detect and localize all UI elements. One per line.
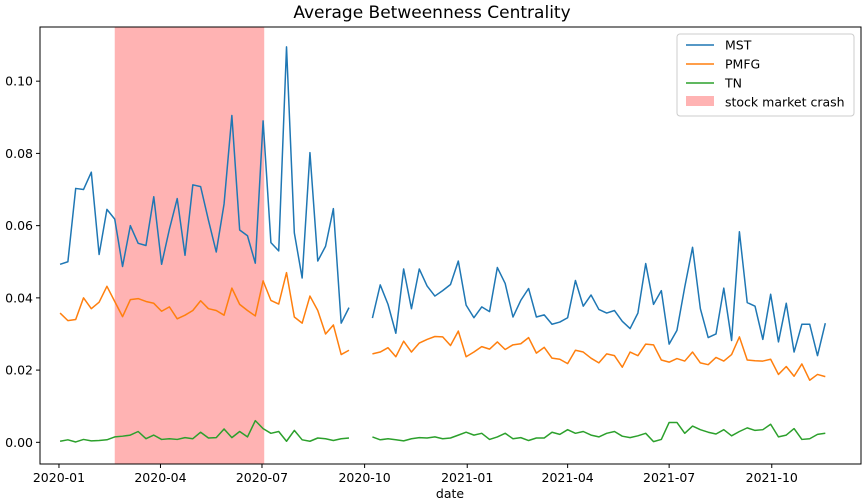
y-axis: 0.00 0.02 0.04 0.06 0.08 0.10 (5, 74, 40, 450)
series-line-pmfg (59, 271, 826, 381)
legend-label-pmfg: PMFG (725, 57, 760, 72)
x-tick-label: 2021-01 (441, 470, 493, 485)
plot-frame (39, 26, 862, 465)
plot-area (39, 26, 862, 465)
series-line-mst (59, 46, 827, 357)
x-tick-label: 2021-10 (746, 470, 798, 485)
series-line-tn (59, 419, 826, 443)
x-tick-label: 2021-07 (643, 470, 695, 485)
legend-label-shaded-region: stock market crash (725, 95, 845, 110)
y-tick-label: 0.08 (5, 146, 33, 161)
series-layer (59, 46, 827, 443)
shaded-region-stock-market-crash (114, 27, 265, 464)
x-tick-label: 2020-01 (33, 470, 85, 485)
x-tick-label: 2020-10 (338, 470, 390, 485)
x-axis: 2020-01 2020-04 2020-07 2020-10 2021-01 2021-… (33, 464, 798, 485)
x-tick-label: 2020-07 (236, 470, 288, 485)
x-tick-label: 2021-04 (542, 470, 594, 485)
y-tick-label: 0.06 (5, 218, 33, 233)
x-tick-label: 2020-04 (134, 470, 186, 485)
chart-title: Average Betweenness Centrality (293, 3, 570, 23)
legend: MST PMFG TN stock market crash (676, 33, 855, 117)
legend-label-mst: MST (725, 38, 752, 53)
legend-label-tn: TN (724, 76, 742, 91)
legend-swatch-shaded-region (686, 96, 714, 106)
y-tick-label: 0.10 (5, 74, 33, 89)
legend-box (676, 33, 855, 117)
y-tick-label: 0.02 (5, 363, 33, 378)
x-axis-label: date (436, 486, 464, 501)
y-tick-label: 0.00 (5, 435, 33, 450)
y-tick-label: 0.04 (5, 290, 33, 305)
